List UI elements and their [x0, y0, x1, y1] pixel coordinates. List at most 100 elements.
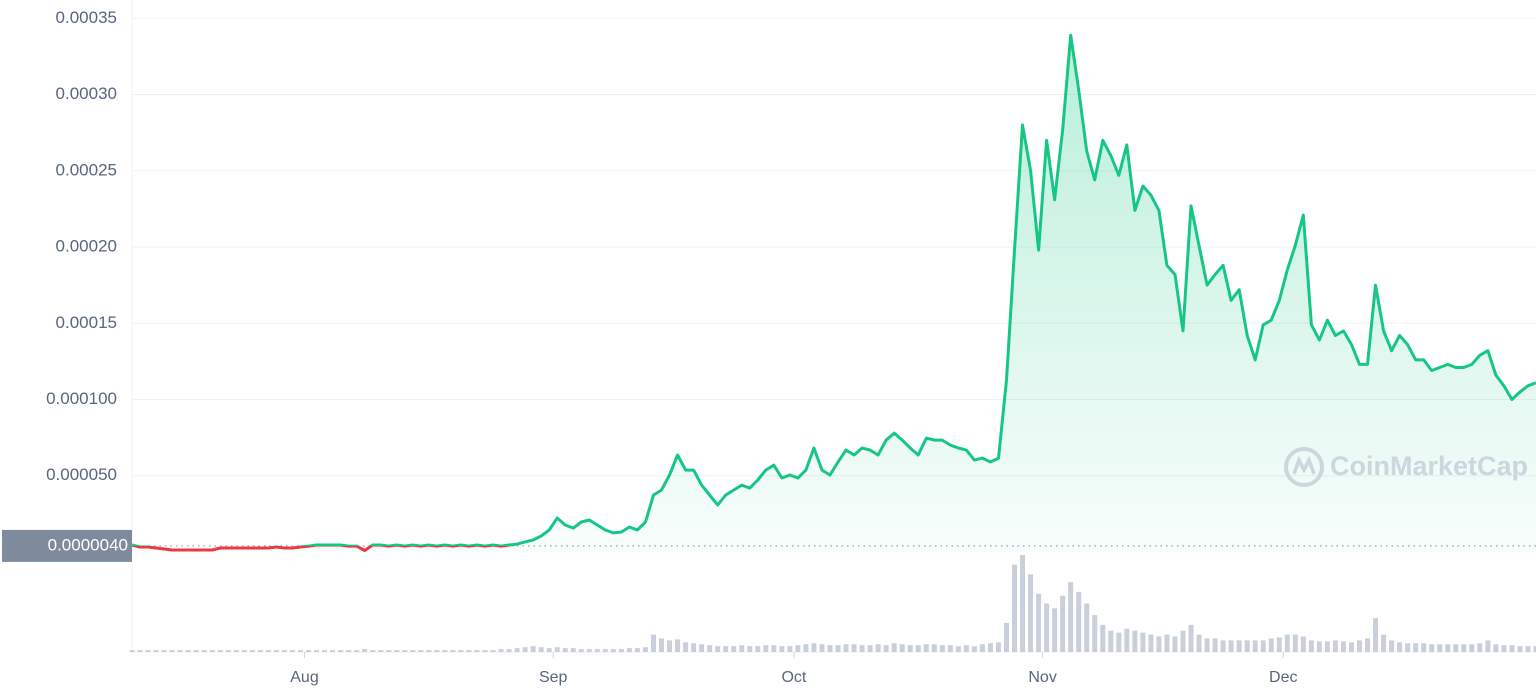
volume-bar: [1220, 640, 1226, 652]
y-tick-label: 0.00025: [56, 160, 117, 179]
volume-bar: [979, 644, 985, 652]
volume-bar: [875, 644, 881, 652]
volume-bar: [747, 646, 753, 652]
volume-bar: [642, 647, 648, 652]
volume-bar: [1228, 640, 1234, 652]
volume-bar: [1212, 638, 1218, 652]
watermark-logo-mark: [1292, 455, 1316, 475]
volume-bar: [1092, 615, 1098, 652]
volume-bar: [137, 650, 143, 652]
volume-bar: [378, 650, 384, 652]
volume-bar: [498, 649, 504, 652]
volume-bar: [570, 648, 576, 652]
volume-bar: [1164, 634, 1170, 652]
volume-bar: [265, 650, 271, 652]
volume-bar: [354, 650, 360, 652]
volume-bar: [338, 650, 344, 652]
volume-bar: [306, 650, 312, 652]
volume-bar: [667, 640, 673, 652]
volume-bar: [217, 650, 223, 652]
volume-bar: [538, 647, 544, 652]
price-line: [131, 33, 1536, 552]
volume-bar: [1501, 645, 1507, 652]
volume-bar: [209, 650, 215, 652]
volume-bar: [314, 650, 320, 652]
volume-bar: [177, 650, 183, 652]
volume-bar: [1525, 646, 1531, 652]
volume-bar: [779, 646, 785, 652]
volume-bar: [1172, 636, 1178, 652]
volume-bar: [1493, 644, 1499, 652]
volume-bar: [811, 643, 817, 652]
volume-bar: [322, 650, 328, 652]
volume-bar: [771, 645, 777, 652]
volume-bar: [546, 648, 552, 652]
volume-bar: [1300, 636, 1306, 652]
volume-bar: [458, 650, 464, 652]
volume-bar: [1453, 644, 1459, 652]
volume-bar: [1356, 640, 1362, 652]
volume-bar: [1373, 618, 1379, 652]
volume-bar: [1348, 642, 1354, 652]
volume-bar: [891, 643, 897, 652]
volume-bar: [1236, 640, 1242, 652]
volume-bar: [193, 650, 199, 652]
volume-bar: [506, 649, 512, 652]
volume-bar: [1437, 644, 1443, 652]
volume-bar: [1509, 645, 1515, 652]
volume-bar: [715, 646, 721, 652]
volume-bar: [362, 649, 368, 652]
volume-bar: [594, 649, 600, 652]
volume-bar: [1003, 622, 1009, 652]
volume-bar: [755, 646, 761, 652]
volume-bar: [1100, 624, 1106, 652]
reference-label-box: [2, 529, 132, 562]
volume-bar: [1196, 634, 1202, 652]
volume-bar: [426, 650, 432, 652]
volume-bar: [626, 648, 632, 652]
volume-bar: [899, 644, 905, 652]
volume-bar: [699, 644, 705, 652]
volume-bar: [795, 645, 801, 652]
volume-bar: [963, 645, 969, 652]
volume-bar: [1068, 582, 1074, 652]
volume-bar: [1533, 646, 1536, 652]
volume-bar: [185, 650, 191, 652]
volume-bar: [1084, 603, 1090, 652]
volume-bar: [947, 645, 953, 652]
volume-bar: [442, 650, 448, 652]
watermark-logo: [1284, 447, 1324, 487]
volume-bar: [346, 650, 352, 652]
volume-bar: [225, 650, 231, 652]
volume-bar: [851, 644, 857, 652]
volume-bar: [169, 650, 175, 652]
volume-bar: [971, 646, 977, 652]
volume-bar: [803, 644, 809, 652]
volume-bar: [683, 642, 689, 652]
volume-bar: [1020, 555, 1026, 652]
volume-bar: [939, 645, 945, 652]
y-tick-label: 0.00030: [56, 84, 117, 103]
volume-bar: [273, 650, 279, 652]
volume-bar: [843, 644, 849, 652]
volume-bar: [1413, 643, 1419, 652]
volume-bar: [618, 649, 624, 652]
volume-bar: [707, 645, 713, 652]
volume-bar: [586, 649, 592, 652]
volume-bar: [819, 644, 825, 652]
volume-bar: [1308, 640, 1314, 652]
volume-bar: [1332, 640, 1338, 652]
y-tick-label: 0.000050: [46, 465, 117, 484]
volume-bar: [1124, 628, 1130, 652]
volume-bar: [1108, 630, 1114, 652]
volume-bar: [835, 645, 841, 652]
volume-bar: [410, 650, 416, 652]
volume-bar: [931, 644, 937, 652]
volume-bar: [867, 645, 873, 652]
volume-bar: [1132, 630, 1138, 652]
volume-bars: [129, 555, 1536, 652]
volume-bar: [659, 638, 665, 652]
reference-label: 0.0000040: [48, 535, 128, 554]
volume-bar: [1485, 640, 1491, 652]
